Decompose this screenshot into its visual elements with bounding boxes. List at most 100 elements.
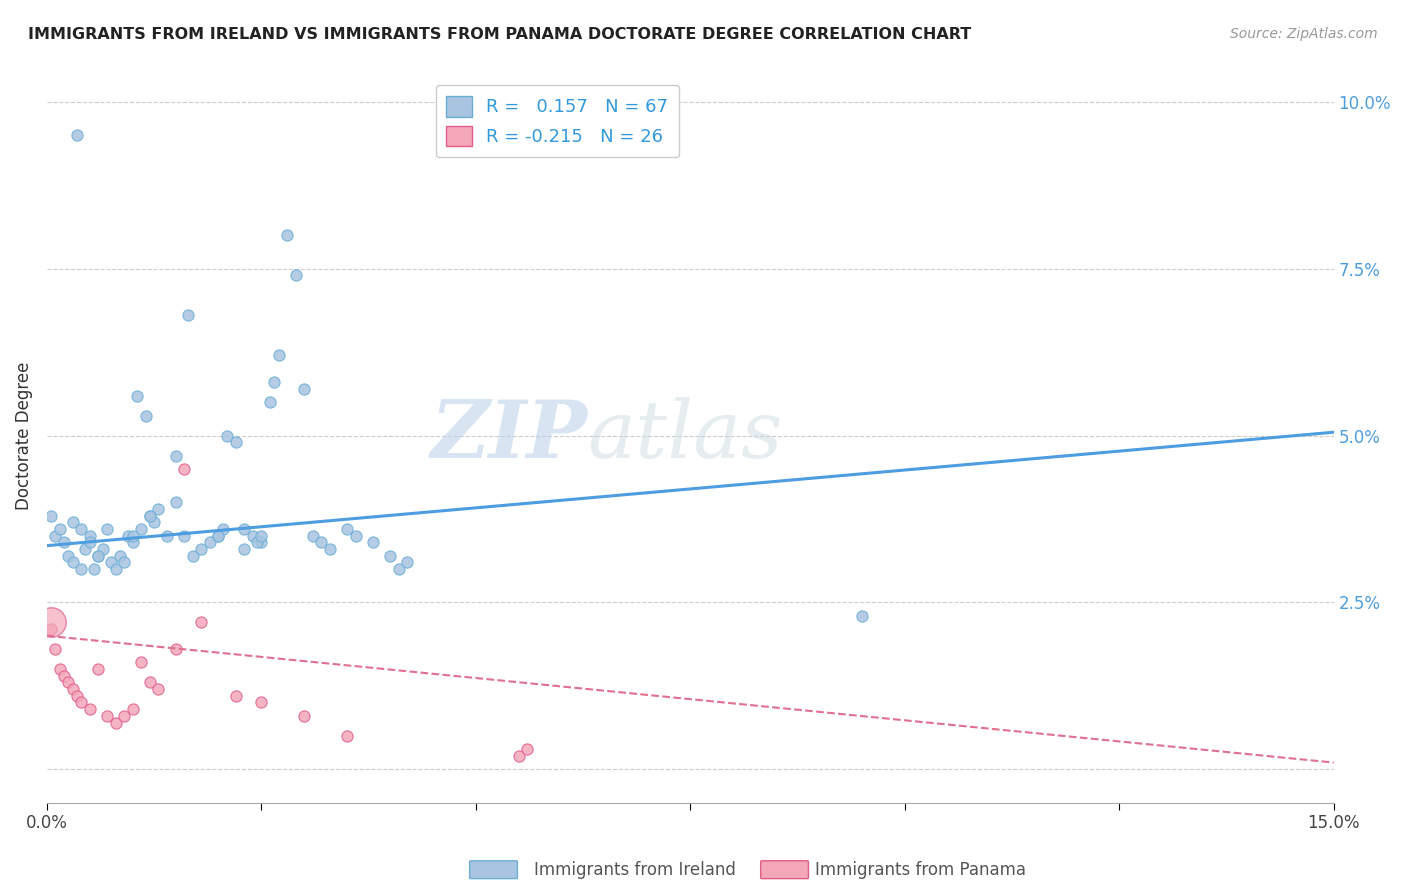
Point: [121, 529, 143, 543]
Point: [104, 715, 127, 730]
Point: [173, 462, 195, 476]
Point: [70, 562, 93, 576]
Text: Immigrants from Panama: Immigrants from Panama: [815, 861, 1026, 879]
Point: [104, 562, 127, 576]
Point: [148, 682, 170, 697]
Point: [108, 549, 131, 563]
Point: [165, 495, 187, 509]
Y-axis label: Doctorate Degree: Doctorate Degree: [15, 361, 32, 509]
Point: [387, 562, 409, 576]
Point: [62, 555, 84, 569]
Text: atlas: atlas: [588, 397, 783, 475]
Point: [58, 675, 80, 690]
Point: [139, 508, 162, 523]
Point: [112, 555, 135, 569]
Point: [66, 689, 89, 703]
Point: [49, 662, 72, 676]
Point: [44, 529, 66, 543]
Point: [39, 615, 62, 630]
Point: [129, 522, 152, 536]
Point: [156, 529, 179, 543]
Point: [66, 128, 89, 143]
Point: [336, 522, 359, 536]
Point: [311, 535, 333, 549]
Point: [181, 549, 204, 563]
Point: [267, 349, 290, 363]
Point: [139, 675, 162, 690]
Point: [263, 375, 285, 389]
Point: [87, 549, 110, 563]
Point: [49, 522, 72, 536]
Point: [233, 522, 256, 536]
Point: [165, 642, 187, 657]
Point: [225, 435, 247, 450]
Legend: R =   0.157   N = 67, R = -0.215   N = 26: R = 0.157 N = 67, R = -0.215 N = 26: [436, 85, 679, 157]
Point: [148, 502, 170, 516]
Point: [58, 549, 80, 563]
Point: [139, 508, 162, 523]
Point: [91, 541, 114, 556]
Point: [79, 535, 101, 549]
Point: [396, 555, 419, 569]
Point: [292, 709, 315, 723]
Text: Source: ZipAtlas.com: Source: ZipAtlas.com: [1230, 27, 1378, 41]
Point: [53, 669, 76, 683]
Point: [276, 228, 298, 243]
Text: ZIP: ZIP: [430, 397, 588, 475]
Point: [96, 709, 118, 723]
Text: Immigrants from Ireland: Immigrants from Ireland: [534, 861, 737, 879]
Point: [129, 656, 152, 670]
Point: [121, 702, 143, 716]
Point: [62, 516, 84, 530]
Point: [319, 541, 342, 556]
Point: [117, 529, 139, 543]
Point: [215, 428, 238, 442]
Point: [207, 529, 229, 543]
Text: IMMIGRANTS FROM IRELAND VS IMMIGRANTS FROM PANAMA DOCTORATE DEGREE CORRELATION C: IMMIGRANTS FROM IRELAND VS IMMIGRANTS FR…: [28, 27, 972, 42]
Point: [173, 529, 195, 543]
Point: [292, 382, 315, 396]
Point: [62, 682, 84, 697]
Point: [70, 696, 93, 710]
Point: [508, 748, 530, 763]
Point: [336, 729, 359, 743]
Point: [100, 555, 122, 569]
Point: [207, 529, 229, 543]
Point: [39, 622, 62, 636]
Point: [242, 529, 264, 543]
Point: [44, 642, 66, 657]
Point: [250, 529, 273, 543]
Point: [378, 549, 401, 563]
Point: [361, 535, 384, 549]
Point: [70, 522, 93, 536]
Point: [246, 535, 269, 549]
Point: [96, 522, 118, 536]
Point: [112, 709, 135, 723]
Point: [87, 662, 110, 676]
Point: [198, 535, 221, 549]
Point: [516, 742, 538, 756]
Point: [39, 508, 62, 523]
Point: [143, 516, 166, 530]
Point: [190, 541, 212, 556]
Point: [83, 562, 105, 576]
Point: [344, 529, 367, 543]
Point: [125, 388, 148, 402]
Point: [165, 449, 187, 463]
Point: [284, 268, 307, 283]
Point: [135, 409, 157, 423]
Point: [53, 535, 76, 549]
Point: [177, 309, 200, 323]
Point: [250, 696, 273, 710]
Point: [87, 549, 110, 563]
Point: [250, 535, 273, 549]
Point: [190, 615, 212, 630]
Point: [75, 541, 97, 556]
Point: [851, 608, 873, 623]
Point: [79, 529, 101, 543]
Point: [233, 541, 256, 556]
Point: [121, 535, 143, 549]
Point: [79, 702, 101, 716]
Point: [225, 689, 247, 703]
Point: [259, 395, 281, 409]
